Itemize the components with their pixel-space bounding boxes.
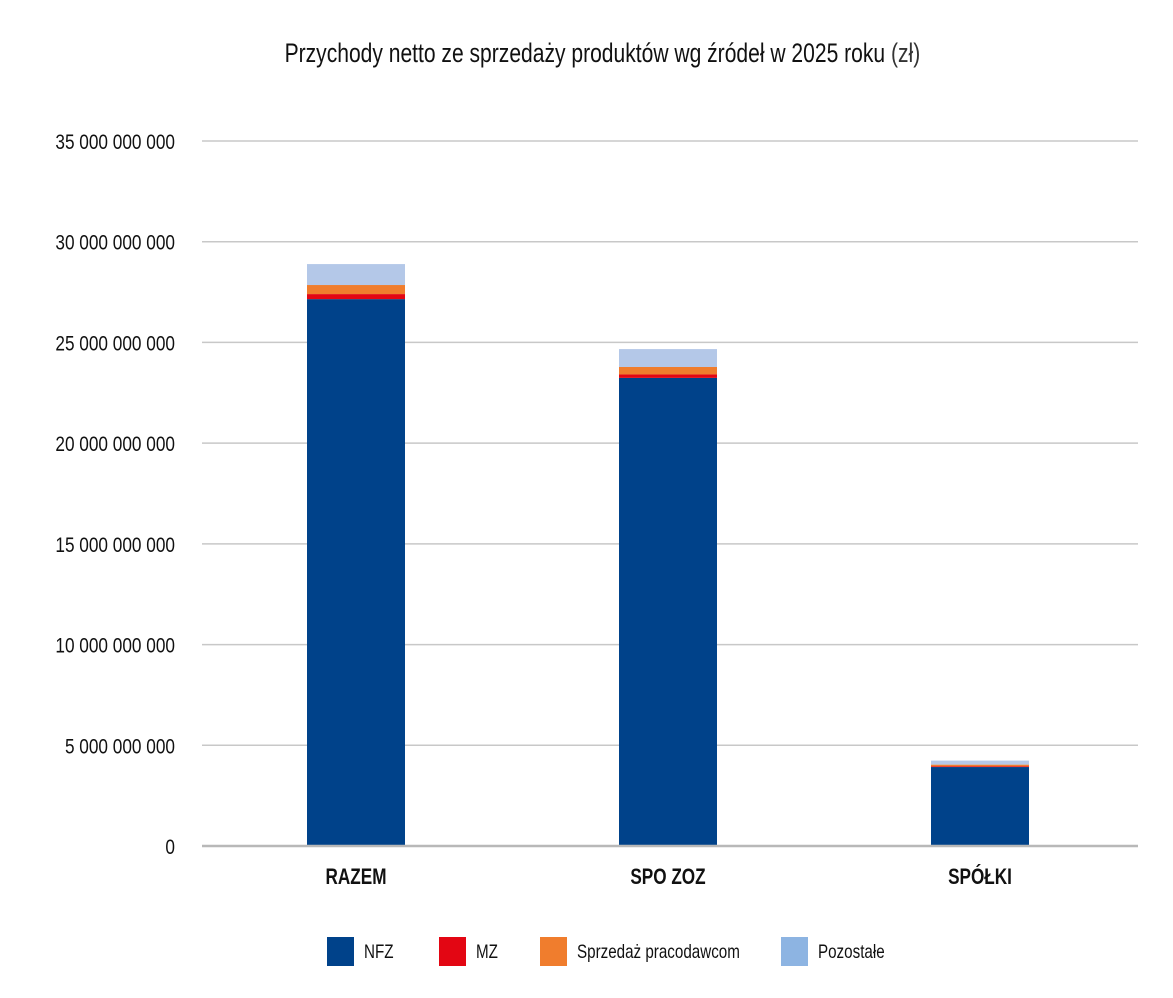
y-tick-label: 10 000 000 000 (55, 635, 175, 658)
y-tick-label: 5 000 000 000 (65, 736, 175, 759)
y-tick-label: 0 (165, 837, 175, 860)
x-tick-label: RAZEM (326, 865, 387, 890)
legend-item: Sprzedaż pracodawcom (540, 937, 740, 966)
chart-title-unit: (zł) (890, 38, 921, 68)
x-axis-ticks: RAZEM SPO ZOZ SPÓŁKI (326, 863, 1012, 890)
bar-segment-sprzeda-pracodawcom (307, 285, 405, 295)
bar-segment-mz (931, 766, 1029, 768)
bar-segment-nfz (307, 299, 405, 846)
legend-item: MZ (439, 937, 498, 966)
legend-swatch (540, 937, 567, 966)
bar-segment-pozosta-e (307, 264, 405, 286)
bar-segment-pozosta-e (931, 760, 1029, 765)
y-tick-label: 30 000 000 000 (55, 232, 175, 255)
legend-item: NFZ (327, 937, 394, 966)
bar-segment-pozosta-e (619, 349, 717, 368)
bars (307, 264, 1029, 846)
bar-segment-nfz (619, 377, 717, 846)
y-axis-ticks: 0 5 000 000 000 10 000 000 000 15 000 000 0… (55, 132, 175, 860)
x-tick-label: SPO ZOZ (630, 865, 705, 890)
legend-label: Pozostałe (818, 940, 885, 962)
x-tick-label: SPÓŁKI (948, 863, 1012, 890)
legend-swatch (781, 937, 808, 966)
legend-swatch (327, 937, 354, 966)
legend-label: MZ (476, 940, 498, 962)
bar-segment-nfz (931, 767, 1029, 846)
bar-segment-mz (307, 294, 405, 300)
legend-label: Sprzedaż pracodawcom (577, 940, 740, 962)
legend-label: NFZ (364, 940, 394, 962)
y-tick-label: 15 000 000 000 (55, 534, 175, 557)
y-tick-label: 35 000 000 000 (55, 132, 175, 155)
legend: NFZ MZ Sprzedaż pracodawcom Pozostałe (327, 937, 885, 966)
bar-segment-sprzeda-pracodawcom (931, 764, 1029, 767)
bar-segment-sprzeda-pracodawcom (619, 367, 717, 375)
legend-item: Pozostałe (781, 937, 885, 966)
y-tick-label: 25 000 000 000 (55, 333, 175, 356)
chart-title: Przychody netto ze sprzedaży produktów w… (132, 38, 1072, 69)
legend-swatch (439, 937, 466, 966)
y-tick-label: 20 000 000 000 (55, 434, 175, 457)
chart-title-text: Przychody netto ze sprzedaży produktów w… (284, 38, 886, 68)
bar-segment-mz (619, 374, 717, 378)
